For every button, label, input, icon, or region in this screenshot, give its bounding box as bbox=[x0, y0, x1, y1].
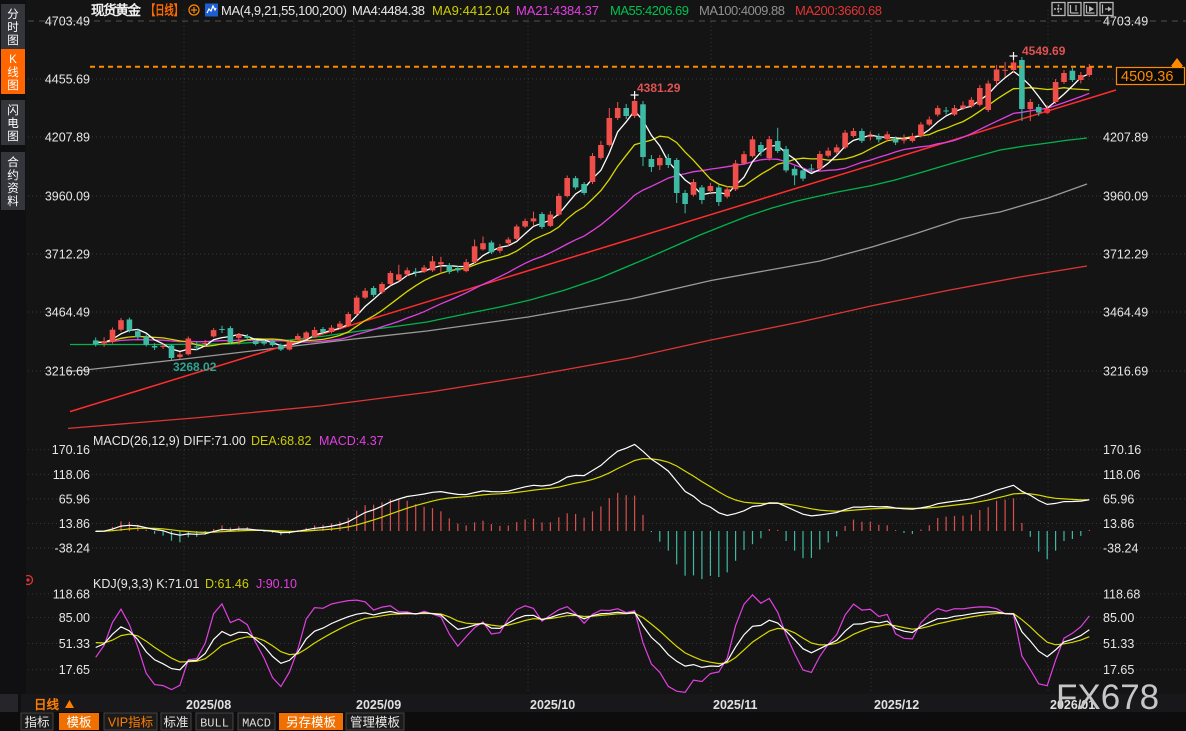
svg-text:MA100:4009.88: MA100:4009.88 bbox=[699, 3, 785, 18]
svg-text:13.86: 13.86 bbox=[59, 517, 90, 531]
svg-text:3464.49: 3464.49 bbox=[1103, 306, 1148, 320]
svg-text:118.68: 118.68 bbox=[1103, 587, 1140, 601]
svg-text:2025/11: 2025/11 bbox=[713, 698, 758, 712]
svg-text:现货黄金: 现货黄金 bbox=[91, 2, 142, 18]
svg-text:-38.24: -38.24 bbox=[1103, 542, 1138, 556]
svg-text:VIP指标: VIP指标 bbox=[108, 715, 153, 730]
svg-text:MA(4,9,21,55,100,200): MA(4,9,21,55,100,200) bbox=[221, 3, 347, 18]
svg-text:4207.89: 4207.89 bbox=[1103, 131, 1148, 145]
svg-text:51.33: 51.33 bbox=[1103, 637, 1134, 651]
svg-text:管理模板: 管理模板 bbox=[350, 715, 401, 730]
svg-text:3960.09: 3960.09 bbox=[1103, 190, 1148, 204]
svg-text:MA4:4484.38: MA4:4484.38 bbox=[352, 3, 425, 18]
svg-text:BULL: BULL bbox=[200, 717, 229, 731]
svg-text:2025/12: 2025/12 bbox=[874, 698, 919, 712]
svg-text:3712.29: 3712.29 bbox=[45, 248, 90, 262]
svg-text:料: 料 bbox=[7, 194, 19, 208]
svg-text:MA200:3660.68: MA200:3660.68 bbox=[795, 3, 882, 18]
svg-text:3464.49: 3464.49 bbox=[45, 306, 90, 320]
svg-text:65.96: 65.96 bbox=[59, 492, 90, 506]
svg-text:KDJ(9,3,3) K:71.01: KDJ(9,3,3) K:71.01 bbox=[93, 577, 199, 591]
svg-text:图: 图 bbox=[7, 34, 19, 47]
svg-text:13.86: 13.86 bbox=[1103, 517, 1134, 531]
svg-text:时: 时 bbox=[7, 21, 19, 34]
svg-text:MACD(26,12,9) DIFF:71.00: MACD(26,12,9) DIFF:71.00 bbox=[93, 434, 246, 448]
svg-text:85.00: 85.00 bbox=[1103, 611, 1134, 625]
svg-text:MACD:4.37: MACD:4.37 bbox=[319, 434, 384, 448]
svg-text:17.65: 17.65 bbox=[59, 663, 90, 677]
svg-text:K: K bbox=[9, 54, 17, 66]
svg-text:【日线】: 【日线】 bbox=[146, 2, 183, 18]
svg-text:4381.29: 4381.29 bbox=[637, 81, 681, 95]
svg-text:2025/09: 2025/09 bbox=[356, 698, 401, 712]
svg-text:图: 图 bbox=[7, 79, 19, 92]
svg-text:-38.24: -38.24 bbox=[55, 542, 90, 556]
svg-text:约: 约 bbox=[7, 168, 19, 182]
svg-text:4549.69: 4549.69 bbox=[1022, 44, 1066, 58]
svg-text:MA21:4384.37: MA21:4384.37 bbox=[516, 3, 599, 18]
svg-text:2025/08: 2025/08 bbox=[186, 698, 231, 712]
svg-text:D:61.46: D:61.46 bbox=[205, 577, 249, 591]
svg-text:闪: 闪 bbox=[7, 103, 19, 117]
svg-text:3216.69: 3216.69 bbox=[1103, 365, 1148, 379]
svg-text:2025/10: 2025/10 bbox=[530, 698, 575, 712]
svg-text:图: 图 bbox=[7, 130, 19, 143]
svg-text:MA9:4412.04: MA9:4412.04 bbox=[432, 3, 510, 18]
svg-text:4509.36: 4509.36 bbox=[1121, 69, 1173, 85]
svg-text:FX678: FX678 bbox=[1056, 678, 1159, 717]
svg-text:4455.69: 4455.69 bbox=[45, 73, 90, 87]
svg-text:电: 电 bbox=[7, 117, 19, 130]
svg-text:3216.69: 3216.69 bbox=[45, 365, 90, 379]
svg-text:3712.29: 3712.29 bbox=[1103, 248, 1148, 262]
svg-text:资: 资 bbox=[7, 182, 19, 195]
svg-text:MA55:4206.69: MA55:4206.69 bbox=[610, 3, 689, 18]
svg-text:118.06: 118.06 bbox=[1103, 468, 1140, 482]
svg-text:DEA:68.82: DEA:68.82 bbox=[251, 434, 312, 448]
svg-text:3960.09: 3960.09 bbox=[45, 190, 90, 204]
svg-text:MACD: MACD bbox=[242, 717, 271, 731]
svg-text:分: 分 bbox=[7, 8, 19, 21]
svg-text:4703.49: 4703.49 bbox=[1103, 15, 1148, 29]
svg-text:170.16: 170.16 bbox=[52, 443, 90, 457]
svg-text:118.06: 118.06 bbox=[53, 468, 90, 482]
svg-text:4703.49: 4703.49 bbox=[45, 15, 90, 29]
svg-text:3268.02: 3268.02 bbox=[173, 360, 217, 374]
svg-text:170.16: 170.16 bbox=[1103, 443, 1141, 457]
svg-text:51.33: 51.33 bbox=[59, 637, 90, 651]
svg-text:J:90.10: J:90.10 bbox=[256, 577, 297, 591]
svg-text:85.00: 85.00 bbox=[59, 611, 90, 625]
svg-text:标准: 标准 bbox=[163, 716, 188, 730]
svg-text:日线: 日线 bbox=[34, 697, 60, 712]
svg-text:指标: 指标 bbox=[24, 715, 49, 730]
svg-text:合: 合 bbox=[7, 155, 19, 169]
svg-text:2026/01: 2026/01 bbox=[1050, 698, 1095, 712]
svg-text:4207.89: 4207.89 bbox=[45, 131, 90, 145]
svg-text:65.96: 65.96 bbox=[1103, 492, 1134, 506]
svg-text:另存模板: 另存模板 bbox=[286, 716, 337, 730]
svg-text:模板: 模板 bbox=[66, 716, 92, 730]
svg-text:17.65: 17.65 bbox=[1103, 663, 1134, 677]
svg-text:118.68: 118.68 bbox=[53, 587, 90, 601]
svg-text:线: 线 bbox=[7, 65, 19, 79]
